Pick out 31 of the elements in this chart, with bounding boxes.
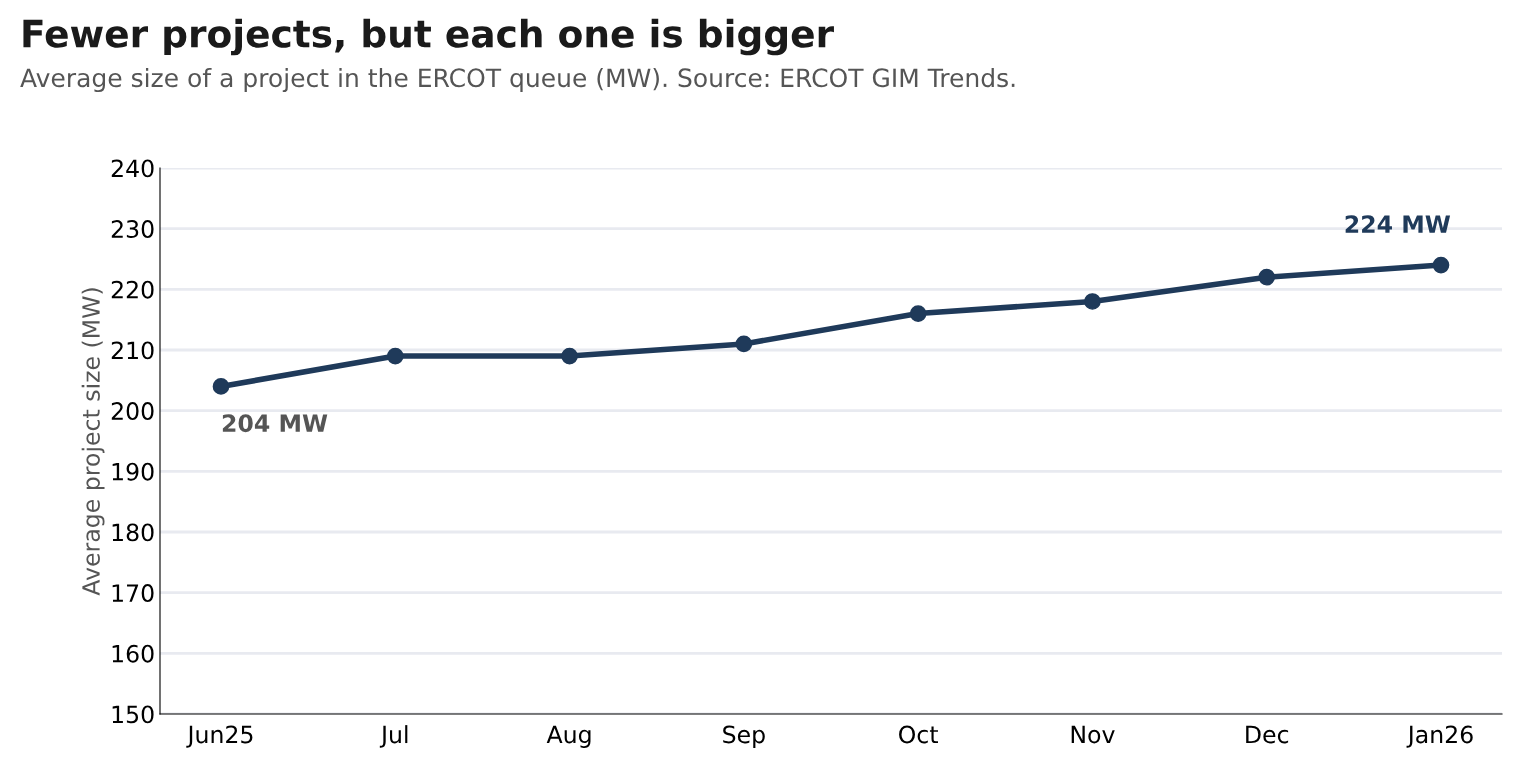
x-tick-label: Jun25: [186, 725, 253, 748]
y-tick-label: 180: [112, 523, 154, 542]
point: [1084, 293, 1101, 310]
point: [1432, 256, 1450, 274]
y-tick-label: 230: [111, 220, 154, 238]
x-tick-label: Jul: [379, 725, 408, 748]
y-tick-label: 220: [111, 280, 154, 299]
point: [1258, 268, 1276, 286]
y-axis-title: Average project size (MW): [81, 288, 105, 596]
y-tick-label: 150: [112, 705, 154, 724]
x-tick-label: Jan26: [1406, 725, 1473, 748]
y-tick-label: 210: [111, 341, 154, 360]
x-tick-label: Oct: [899, 725, 938, 744]
x-tick-label: Nov: [1071, 725, 1115, 744]
x-tick-label: Aug: [546, 725, 591, 748]
x-tick-label: Dec: [1246, 725, 1289, 744]
point: [212, 378, 230, 395]
point: [735, 335, 753, 353]
x-tick-label: Sep: [723, 725, 765, 748]
point: [386, 347, 404, 365]
y-tick-label: 240: [111, 159, 154, 178]
annotation: 224 MW: [1345, 215, 1451, 233]
y-tick-label: 160: [112, 644, 154, 663]
point: [561, 347, 578, 365]
chart-subtitle: Average size of a project in the ERCOT queue (MW). Source: ERCOT GIM Trends.: [20, 67, 1015, 93]
chart-title: Fewer projects, but each one is bigger: [23, 18, 834, 56]
annotation: 204 MW: [222, 414, 328, 433]
y-tick-label: 190: [112, 462, 154, 481]
y-tick-label: 170: [112, 584, 154, 602]
point: [909, 305, 927, 322]
y-tick-label: 200: [111, 402, 154, 420]
